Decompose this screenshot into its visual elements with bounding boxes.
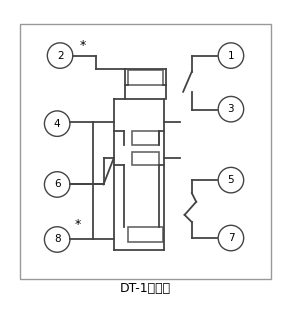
Text: 6: 6 xyxy=(54,179,61,189)
Text: 5: 5 xyxy=(228,175,234,185)
Text: 3: 3 xyxy=(228,104,234,114)
Text: *: * xyxy=(80,39,86,52)
Text: 4: 4 xyxy=(54,118,61,129)
Bar xyxy=(132,132,159,145)
Text: 1: 1 xyxy=(228,51,234,61)
Text: 7: 7 xyxy=(228,233,234,243)
Bar xyxy=(128,227,163,242)
Text: DT-1接線圖: DT-1接線圖 xyxy=(120,282,171,295)
Text: *: * xyxy=(74,218,81,231)
Bar xyxy=(19,24,272,279)
Bar xyxy=(132,152,159,165)
Text: 8: 8 xyxy=(54,234,61,244)
Text: 2: 2 xyxy=(57,51,63,61)
Bar xyxy=(128,70,163,85)
